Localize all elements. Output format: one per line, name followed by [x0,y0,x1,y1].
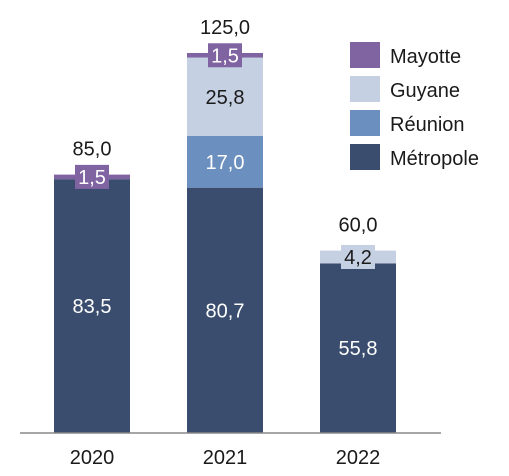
data-label-metropole-2022: 55,8 [339,338,378,360]
data-label-box-mayotte-2020 [75,164,109,189]
data-label-guyane-2022: 4,2 [344,247,372,269]
bar-metropole-2021 [187,187,263,433]
legend-label-metropole: Métropole [390,148,479,170]
legend: Mayotte Guyane Réunion Métropole [350,42,479,170]
x-tick-label-2022: 2022 [336,447,381,469]
total-label-2022: 60,0 [339,215,378,237]
bar-reunion-2021 [187,135,263,188]
bar-metropole-2020 [54,179,130,433]
data-label-box-mayotte-2021 [208,43,242,68]
data-label-reunion-2021: 17,0 [206,152,245,174]
data-label-mayotte-2021: 1,5 [211,45,239,67]
bar-metropole-2022 [320,263,396,433]
total-label-2020: 85,0 [73,139,112,161]
legend-swatch-reunion [350,110,380,136]
legend-swatch-guyane [350,76,380,102]
x-tick-label-2020: 2020 [70,447,115,469]
legend-swatch-metropole [350,144,380,170]
bar-guyane-2021 [187,57,263,136]
legend-label-guyane: Guyane [390,80,460,102]
data-label-box-guyane-2022 [341,244,375,269]
bars-group [54,53,396,433]
legend-label-reunion: Réunion [390,114,465,136]
legend-swatch-mayotte [350,42,380,68]
x-tick-label-2021: 2021 [203,447,248,469]
data-label-mayotte-2020: 1,5 [78,167,106,189]
data-label-metropole-2021: 80,7 [206,300,245,322]
data-label-guyane-2021: 25,8 [206,87,245,109]
x-tick-labels: 2020 2021 2022 [70,447,381,469]
legend-label-mayotte: Mayotte [390,46,461,68]
data-label-metropole-2020: 83,5 [73,296,112,318]
labels-group: 83,5 1,5 85,0 80,7 17,0 25,8 1,5 125,0 55,8 4,2 60… [73,17,378,360]
total-label-2021: 125,0 [200,17,250,39]
